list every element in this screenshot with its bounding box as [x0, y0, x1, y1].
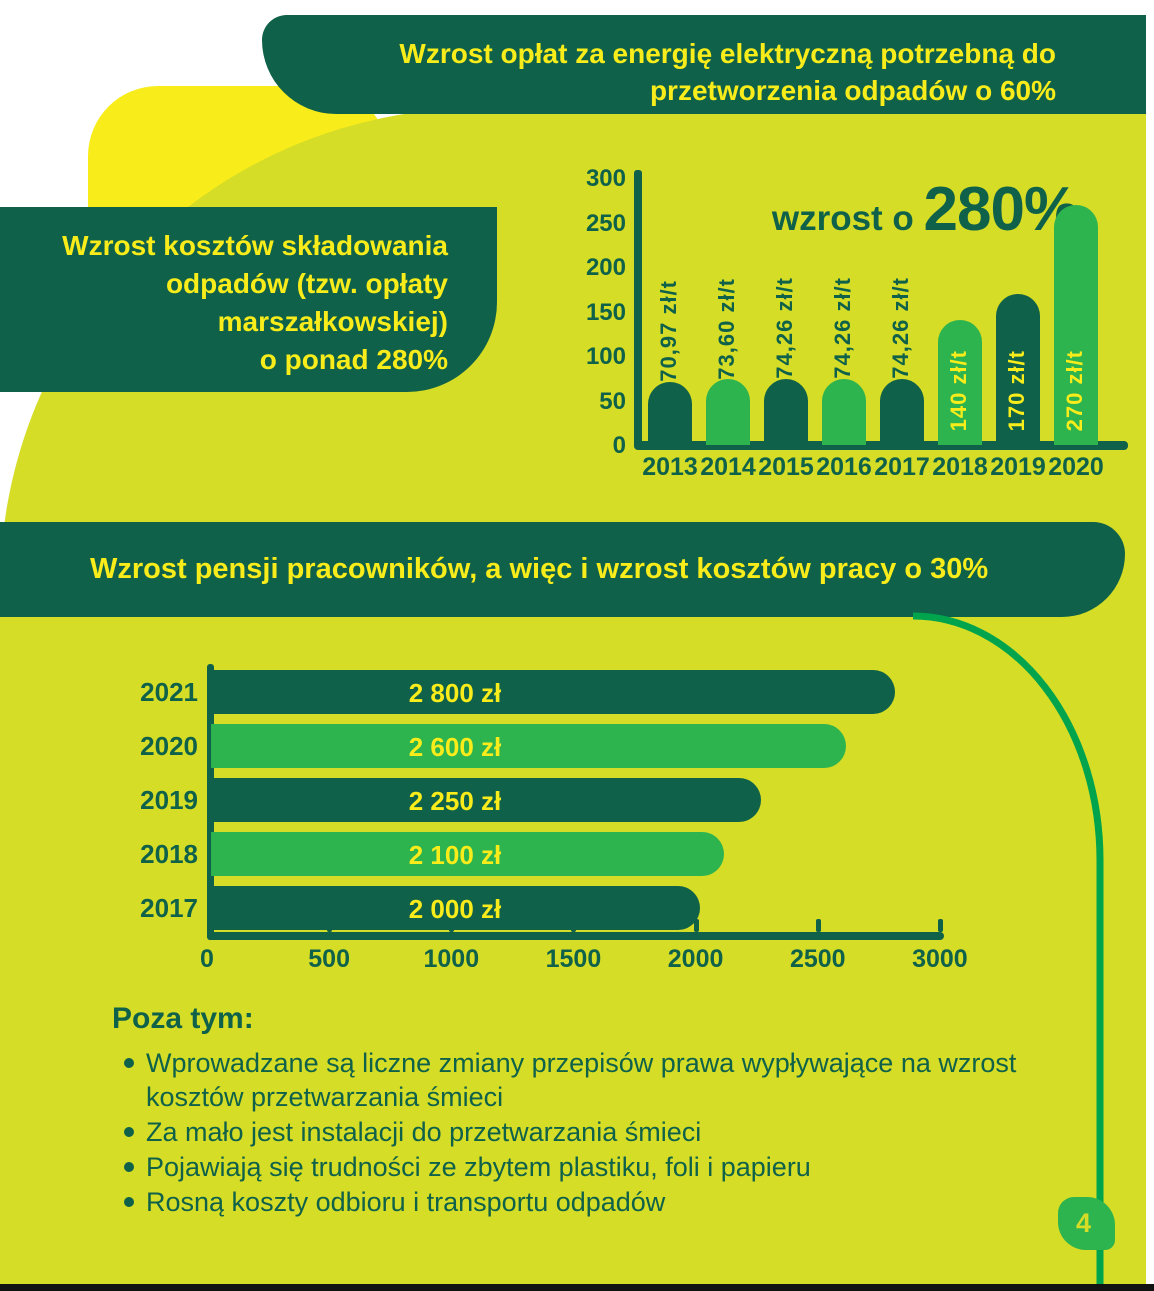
notes-heading: Poza tym:	[112, 1002, 254, 1035]
bottom-border	[0, 1284, 1154, 1291]
bar-value-label: 73,60 zł/t	[714, 277, 739, 380]
bar-2016	[822, 378, 866, 445]
x-tick-label: 2500	[789, 945, 846, 973]
y-category-label: 2017	[140, 893, 198, 923]
bar-value-label: 70,97 zł/t	[656, 280, 681, 382]
left-banner-line3: marszałkowskiej)	[217, 306, 448, 337]
bar-2019	[996, 293, 1040, 445]
x-tick-label: 2000	[667, 945, 724, 973]
bullet-dot-icon	[124, 1127, 134, 1137]
bar-value-label: 170 zł/t	[1004, 349, 1029, 431]
x-tick-label: 2016	[816, 453, 872, 481]
y-tick-label: 300	[585, 165, 626, 192]
bar-2014	[706, 379, 750, 445]
additional-notes: Poza tym: Wprowadzane są liczne zmiany p…	[112, 1002, 1072, 1220]
y-tick-label: 50	[599, 387, 626, 415]
bar-value-label: 2 250 zł	[408, 786, 502, 816]
chart-title-prefix: wzrost o	[771, 199, 924, 238]
y-category-label: 2018	[140, 839, 198, 869]
x-tick-label: 3000	[912, 945, 968, 973]
bar-2017	[880, 378, 924, 445]
left-banner: Wzrost kosztów składowania odpadów (tzw.…	[0, 207, 497, 392]
x-tick-label: 2013	[642, 453, 698, 481]
left-banner-line4: o ponad 280%	[259, 344, 448, 375]
bar-2018	[938, 320, 982, 445]
middle-banner-text: Wzrost pensji pracowników, a więc i wzro…	[90, 553, 989, 585]
page-number-badge: 4	[1058, 1197, 1115, 1250]
bar-2020	[211, 724, 847, 768]
bar-2018	[211, 832, 725, 876]
bullet-dot-icon	[124, 1162, 134, 1172]
bar-value-label: 140 zł/t	[946, 349, 971, 431]
y-tick-label: 0	[612, 432, 626, 459]
x-tick-label: 1500	[545, 945, 602, 973]
x-tick-label: 2017	[874, 453, 930, 481]
bar-value-label: 74,26 zł/t	[830, 277, 855, 379]
left-banner-line2: odpadów (tzw. opłaty	[165, 268, 448, 299]
x-axis-line	[634, 441, 1128, 450]
list-item: Pojawiają się trudności ze zbytem plasti…	[112, 1150, 1051, 1184]
y-category-label: 2021	[140, 677, 198, 707]
bullet-dot-icon	[124, 1058, 134, 1068]
bar-value-label: 74,26 zł/t	[772, 277, 797, 379]
y-tick-label: 200	[585, 254, 626, 281]
bar-value-label: 2 600 zł	[408, 732, 502, 762]
bar-2019	[211, 778, 761, 822]
x-tick-label: 2015	[758, 453, 814, 481]
chart-title-emphasis: 280%	[923, 175, 1080, 244]
top-banner-line1: Wzrost opłat za energię elektryczną potr…	[399, 38, 1056, 69]
y-category-label: 2019	[140, 785, 198, 815]
y-category-label: 2020	[140, 731, 198, 761]
list-item: Za mało jest instalacji do przetwarzania…	[112, 1115, 1051, 1149]
list-item: Wprowadzane są liczne zmiany przepisów p…	[112, 1046, 1051, 1114]
x-axis-line	[207, 932, 944, 940]
chart-title: wzrost o 280%	[710, 174, 1140, 245]
y-tick-label: 100	[585, 343, 626, 370]
bar-value-label: 2 000 zł	[408, 894, 502, 924]
worker-salary-chart: 0 500 1000 1500 2000 2500 3000 2021 2 800 zł 2020…	[120, 660, 1010, 990]
bar-2013	[648, 381, 692, 445]
bar-2015	[764, 378, 808, 445]
x-tick-mark	[693, 919, 699, 932]
x-tick-label: 0	[200, 945, 214, 973]
bar-2020	[1054, 204, 1098, 445]
y-axis-line	[634, 170, 642, 449]
waste-storage-fee-chart: wzrost o 280% 0 50 100 150 200 250 300 70,97 zł…	[580, 160, 1146, 496]
x-tick-label: 2019	[990, 453, 1046, 481]
middle-banner: Wzrost pensji pracowników, a więc i wzro…	[0, 522, 1125, 617]
x-tick-label: 500	[308, 945, 350, 973]
bar-2017	[211, 886, 700, 930]
y-tick-label: 150	[585, 298, 626, 326]
bar-value-label: 74,26 zł/t	[888, 277, 913, 379]
y-tick-label: 250	[585, 209, 626, 237]
x-tick-label: 2020	[1048, 453, 1104, 481]
x-tick-mark	[815, 919, 821, 932]
list-item: Rosną koszty odbioru i transportu odpadó…	[112, 1185, 1051, 1219]
bullet-dot-icon	[124, 1197, 134, 1207]
x-tick-label: 1000	[423, 945, 480, 973]
bar-value-label: 270 zł/t	[1062, 349, 1087, 431]
x-tick-mark	[937, 919, 943, 932]
bar-value-label: 2 800 zł	[408, 678, 502, 708]
page-number: 4	[1075, 1208, 1092, 1238]
x-tick-label: 2018	[932, 453, 988, 481]
bar-value-label: 2 100 zł	[408, 840, 502, 870]
left-banner-line1: Wzrost kosztów składowania	[62, 230, 448, 261]
notes-list: Wprowadzane są liczne zmiany przepisów p…	[112, 1046, 1072, 1219]
top-banner-line2: przetworzenia odpadów o 60%	[649, 75, 1056, 106]
top-banner: Wzrost opłat za energię elektryczną potr…	[262, 15, 1146, 114]
y-axis-line	[207, 664, 214, 940]
bar-2021	[211, 670, 896, 714]
x-tick-label: 2014	[700, 453, 756, 481]
